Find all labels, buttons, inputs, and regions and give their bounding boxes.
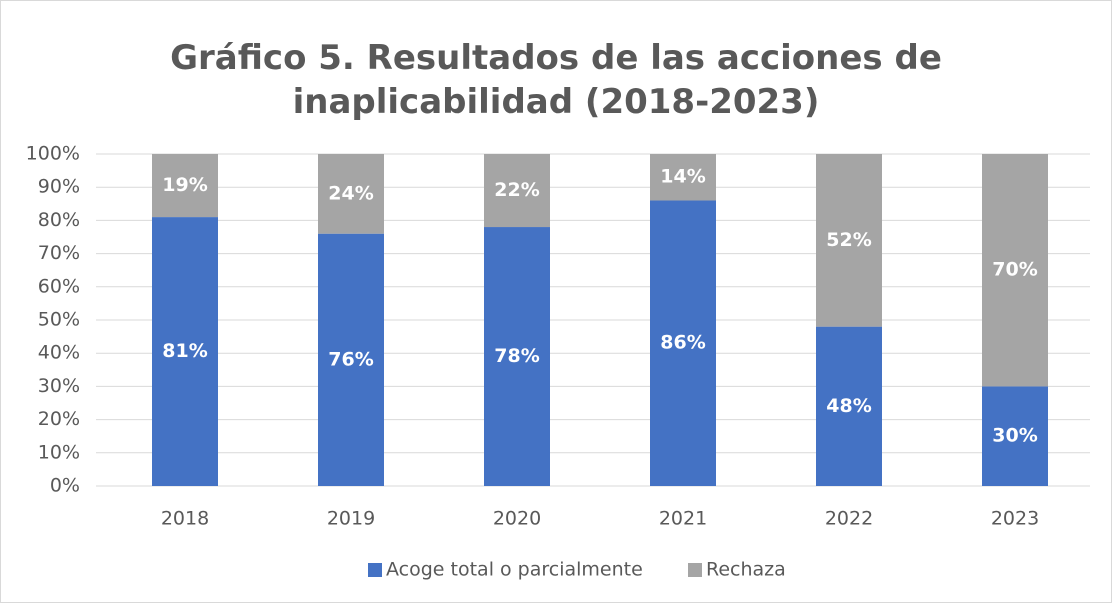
data-label: 22%: [494, 179, 539, 201]
bar-segment: [650, 200, 716, 487]
x-tick-label: 2020: [493, 508, 541, 530]
y-tick-label: 10%: [38, 441, 80, 463]
legend-label: Acoge total o parcialmente: [386, 559, 643, 581]
data-label: 78%: [494, 345, 539, 367]
x-tick-label: 2022: [825, 508, 873, 530]
bar-segment: [318, 154, 384, 234]
x-tick-label: 2021: [659, 508, 707, 530]
data-label: 86%: [660, 332, 705, 354]
y-tick-label: 30%: [38, 375, 80, 397]
bar-segment: [650, 154, 716, 201]
y-tick-label: 70%: [38, 242, 80, 264]
data-label: 24%: [328, 182, 373, 204]
data-label: 48%: [826, 395, 871, 417]
bars: [152, 154, 1048, 487]
y-tick-label: 60%: [38, 275, 80, 297]
legend-swatch: [688, 563, 702, 577]
legend-swatch: [368, 563, 382, 577]
bar-segment: [484, 227, 550, 487]
data-label: 52%: [826, 229, 871, 251]
y-tick-label: 80%: [38, 209, 80, 231]
grid: [96, 153, 1090, 487]
data-label: 76%: [328, 348, 373, 370]
legend-label: Rechaza: [706, 559, 786, 581]
x-tick-label: 2018: [161, 508, 209, 530]
bar-segment: [152, 154, 218, 218]
y-tick-label: 20%: [38, 408, 80, 430]
y-tick-label: 0%: [50, 475, 80, 497]
y-tick-label: 100%: [26, 143, 80, 165]
data-label: 14%: [660, 166, 705, 188]
bar-segment: [318, 233, 384, 486]
y-tick-label: 50%: [38, 309, 80, 331]
x-tick-label: 2023: [991, 508, 1039, 530]
data-label: 19%: [162, 174, 207, 196]
data-label: 70%: [992, 259, 1037, 281]
chart-title: Gráfico 5. Resultados de las acciones de…: [170, 38, 942, 122]
bar-segment: [816, 326, 882, 486]
bar-segment: [982, 386, 1048, 486]
y-tick-label: 90%: [38, 176, 80, 198]
data-label: 81%: [162, 340, 207, 362]
bar-segment: [484, 154, 550, 228]
bar-segment: [982, 154, 1048, 387]
bar-segment: [152, 217, 218, 486]
labels: 0% 10% 20% 30% 40% 50% 60% 70% 80% 90% 100% 2018 81%…: [26, 143, 1040, 581]
bar-segment: [816, 154, 882, 327]
data-label: 30%: [992, 425, 1037, 447]
y-tick-label: 40%: [38, 342, 80, 364]
x-tick-label: 2019: [327, 508, 375, 530]
